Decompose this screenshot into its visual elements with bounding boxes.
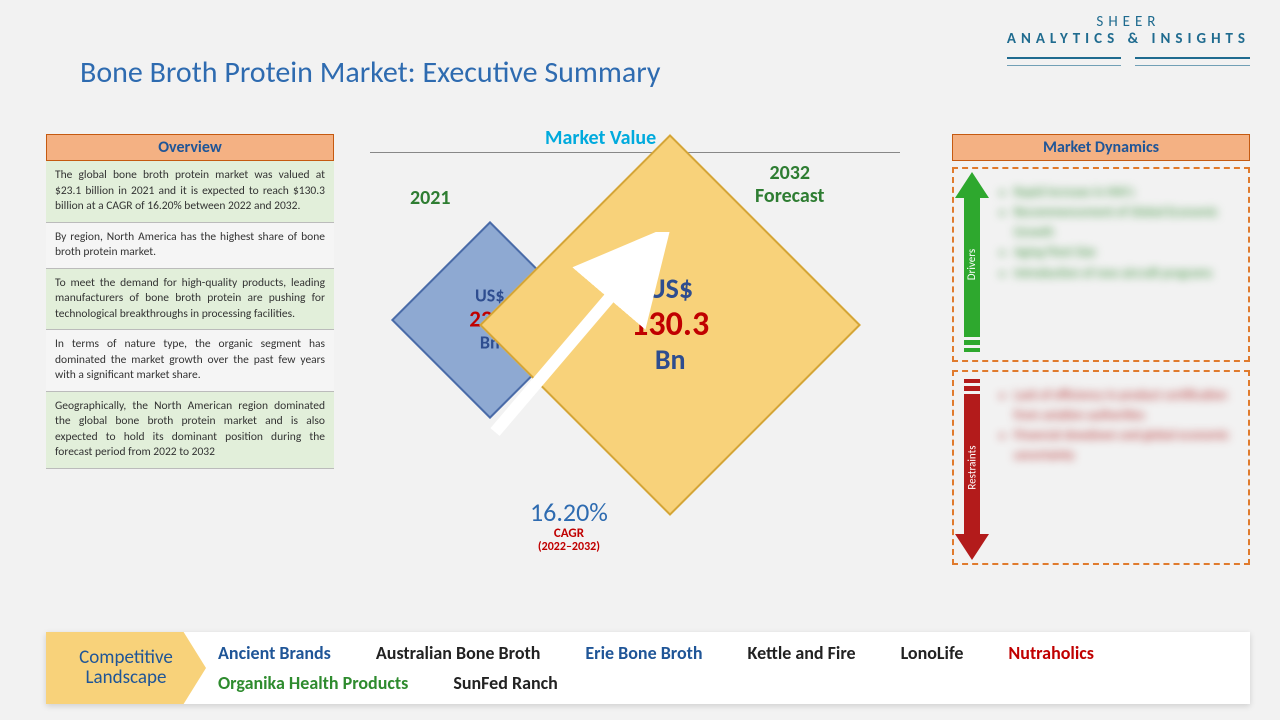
restraints-box: Restraints Lack of efficiency in product… [952,370,1250,565]
drivers-content: Rapid increase in HNI'sRecommencement of… [990,169,1248,360]
big-bn: Bn [631,345,709,377]
dynamics-panel: Market Dynamics Drivers Rapid increase i… [952,134,1250,565]
brand-logo: SHEER ANALYTICS & INSIGHTS [1007,14,1250,59]
brand-name: Erie Bone Broth [585,642,702,664]
dynamics-header: Market Dynamics [952,134,1250,161]
brand-name: Australian Bone Broth [376,642,541,664]
restraints-content: Lack of efficiency in product certificat… [990,372,1248,563]
overview-header: Overview [46,134,334,161]
drivers-arrow-icon: Drivers [954,169,990,360]
cagr-block: 16.20% CAGR (2022–2032) [530,498,608,554]
restraint-item: Lack of efficiency in product certificat… [1014,386,1238,426]
overview-item: To meet the demand for high-quality prod… [46,269,334,331]
restraints-arrow-label: Restraints [966,445,979,489]
big-value: 130.3 [631,305,709,344]
brand-name: Ancient Brands [218,642,331,664]
page-title: Bone Broth Protein Market: Executive Sum… [80,54,660,91]
cagr-period: (2022–2032) [530,541,608,554]
drivers-box: Drivers Rapid increase in HNI'sRecommenc… [952,167,1250,362]
year-2032-label: 2032 Forecast [755,162,824,208]
cagr-value: 16.20% [530,498,608,527]
overview-item: Geographically, the North American regio… [46,392,334,469]
drivers-arrow-label: Drivers [965,249,978,280]
logo-line1: SHEER [1007,14,1250,31]
logo-line2: ANALYTICS & INSIGHTS [1007,31,1250,48]
market-value-label: Market Value [545,126,656,150]
brand-name: LonoLife [901,642,964,664]
competitive-label-l2: Landscape [86,668,167,688]
brand-name: Kettle and Fire [748,642,856,664]
restraint-item: Financial slowdown and global economic u… [1014,426,1238,466]
logo-underline [1007,51,1250,59]
restraints-arrow-icon: Restraints [954,372,990,563]
brand-name: SunFed Ranch [453,672,557,694]
overview-item: By region, North America has the highest… [46,223,334,269]
driver-item: Recommencement of Global Economic Growth [1014,203,1238,243]
cagr-label: CAGR [530,527,608,541]
driver-item: Introduction of new aircraft programs [1014,264,1238,284]
brand-name: Organika Health Products [218,672,408,694]
overview-panel: Overview The global bone broth protein m… [46,134,334,469]
driver-item: Rapid increase in HNI's [1014,183,1238,203]
year-2032-l1: 2032 [769,161,810,185]
overview-item: In terms of nature type, the organic seg… [46,330,334,392]
overview-item: The global bone broth protein market was… [46,161,334,223]
year-2021-label: 2021 [410,186,451,210]
competitive-landscape: Competitive Landscape Ancient Brands Aust… [46,632,1250,704]
driver-item: Aging Fleet Size [1014,243,1238,263]
market-value-rule [370,152,900,153]
competitive-label-l1: Competitive [79,648,173,668]
big-usd: US$ [631,273,709,305]
year-2032-l2: Forecast [755,184,824,208]
brand-name: Nutraholics [1008,642,1094,664]
competitive-brands: Ancient Brands Australian Bone Broth Erie … [206,632,1250,704]
competitive-label: Competitive Landscape [46,632,206,704]
